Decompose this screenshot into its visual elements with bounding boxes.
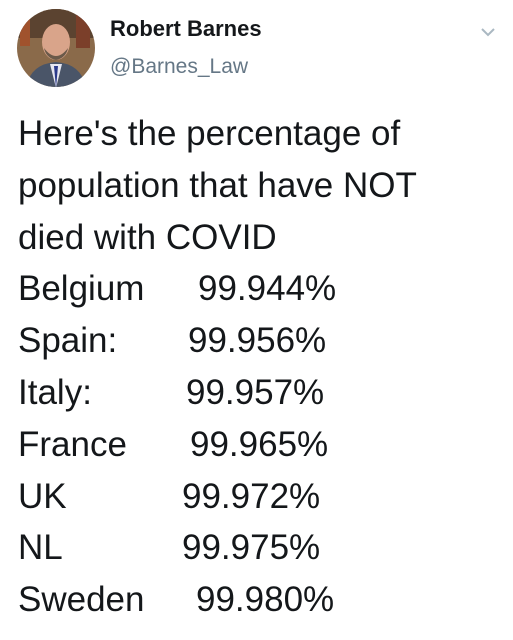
tweet-text-line: died with COVID (18, 217, 277, 257)
country-label: Italy: (18, 373, 92, 412)
percentage-value: 99.975% (182, 528, 321, 568)
percentage-value: 99.957% (186, 373, 325, 412)
tweet-text-line: population that have NOT (18, 165, 417, 205)
country-label: NL (18, 528, 63, 568)
percentage-value: 99.980% (196, 580, 335, 620)
country-label: France (18, 424, 127, 464)
country-label: Spain: (18, 321, 118, 361)
percentage-value: 99.972% (182, 476, 321, 516)
author-name[interactable]: Robert Barnes (110, 16, 262, 41)
tweet-text-line: Here's the percentage of (18, 114, 401, 153)
country-label: Belgium (18, 269, 145, 309)
percentage-value: 99.956% (188, 321, 327, 361)
country-label: UK (18, 476, 67, 516)
country-label: Sweden (18, 580, 145, 620)
avatar[interactable] (16, 8, 96, 88)
percentage-value: 99.944% (198, 269, 337, 309)
menu-chevron[interactable] (480, 26, 496, 38)
author-handle[interactable]: @Barnes_Law (110, 55, 249, 78)
percentage-value: 99.965% (190, 424, 329, 464)
